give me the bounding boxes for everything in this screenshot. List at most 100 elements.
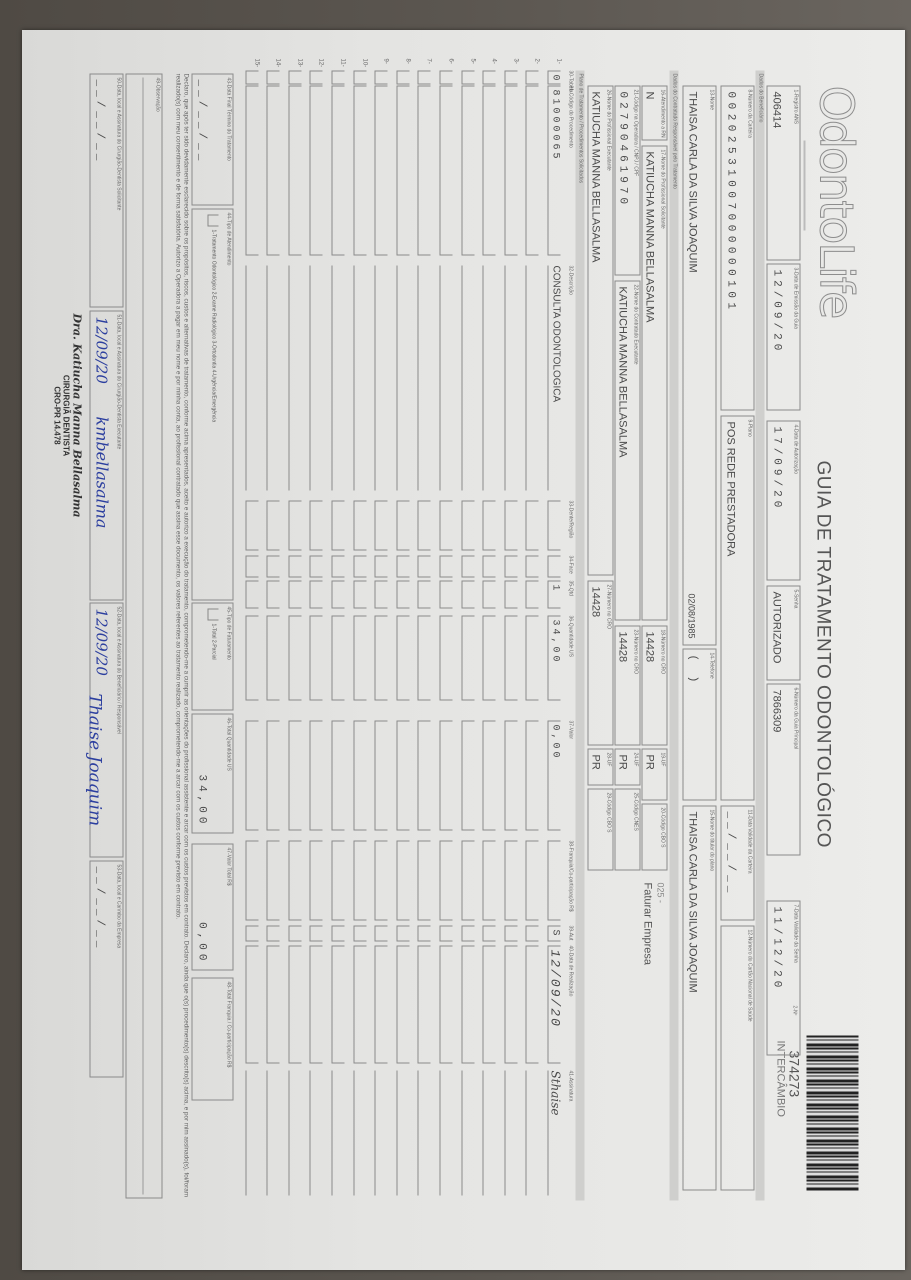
cell-qtd[interactable] <box>287 580 301 608</box>
cell-us[interactable] <box>503 615 517 700</box>
cell-us[interactable] <box>309 615 323 700</box>
cell-franquia[interactable] <box>395 840 409 920</box>
cell-tabela[interactable] <box>266 70 280 84</box>
cell-valor[interactable]: 0,00 <box>547 720 560 830</box>
field-nome-beneficiario[interactable]: 13-Nome THAISA CARLA DA SILVA JOAQUIM 02/0… <box>682 85 716 645</box>
cell-tabela[interactable] <box>352 70 366 84</box>
cell-us[interactable] <box>417 615 431 700</box>
cell-codigo[interactable] <box>395 85 409 255</box>
cell-qtd[interactable]: 1 <box>547 580 560 608</box>
cell-face[interactable] <box>266 555 280 577</box>
cell-face[interactable] <box>439 555 452 577</box>
cell-data[interactable] <box>331 945 344 1063</box>
cell-tabela[interactable] <box>460 70 474 84</box>
cell-valor[interactable] <box>460 720 474 830</box>
cell-dente[interactable] <box>482 500 496 550</box>
cell-codigo[interactable] <box>439 85 452 255</box>
cell-data[interactable] <box>417 945 431 1063</box>
cell-aut[interactable] <box>266 925 280 941</box>
cell-data[interactable] <box>503 945 517 1063</box>
cell-us[interactable] <box>287 615 301 700</box>
cell-us[interactable] <box>266 615 280 700</box>
cell-aut[interactable] <box>482 925 496 941</box>
cell-aut[interactable] <box>309 925 323 941</box>
field-cartao-nacional-saude[interactable]: 12-Número do Cartão Nacional de Saúde <box>720 925 754 1190</box>
cell-tabela[interactable] <box>287 70 301 84</box>
cell-valor[interactable] <box>395 720 409 830</box>
cell-codigo[interactable] <box>266 85 280 255</box>
field-validade-carteira[interactable]: 11-Data Validade da Carteira __/__/__ <box>720 805 754 920</box>
cell-dente[interactable] <box>439 500 452 550</box>
cell-data[interactable] <box>460 945 474 1063</box>
cell-face[interactable] <box>482 555 496 577</box>
field-numero-carteira[interactable]: 8-Número da Carteira 00202531007000000101 <box>720 85 754 410</box>
field-atendimento-rn[interactable]: 16-Atendimento a RN N <box>641 85 667 140</box>
cell-face[interactable] <box>352 555 366 577</box>
cell-valor[interactable] <box>439 720 452 830</box>
cell-us[interactable] <box>352 615 366 700</box>
cell-us[interactable] <box>331 615 344 700</box>
cell-qtd[interactable] <box>439 580 452 608</box>
cell-dente[interactable] <box>374 500 388 550</box>
cell-codigo[interactable] <box>460 85 474 255</box>
cell-aut[interactable] <box>525 925 539 941</box>
cell-tabela[interactable] <box>309 70 323 84</box>
field-profissional-solicitante[interactable]: 17-Nome do Profissional Solicitante KATIU… <box>641 145 667 620</box>
field-carimbo-empresa[interactable]: 53-Data, local e Carimbo da Empresa __/__… <box>89 860 123 1077</box>
cell-codigo[interactable] <box>352 85 366 255</box>
cell-franquia[interactable] <box>417 840 431 920</box>
cell-face[interactable] <box>374 555 388 577</box>
cell-tabela[interactable] <box>331 70 344 84</box>
field-profissional-executante[interactable]: 26-Nome do Profissional Executante KATIUC… <box>587 85 613 575</box>
cell-tabela[interactable] <box>395 70 409 84</box>
checkbox-tipo-atendimento[interactable] <box>207 214 218 226</box>
cell-valor[interactable] <box>287 720 301 830</box>
cell-aut[interactable] <box>352 925 366 941</box>
cell-valor[interactable] <box>503 720 517 830</box>
cell-us[interactable] <box>439 615 452 700</box>
cell-descricao[interactable]: CONSULTA ODONTOLOGICA <box>550 265 561 402</box>
cell-aut[interactable] <box>439 925 452 941</box>
cell-qtd[interactable] <box>352 580 366 608</box>
cell-tabela[interactable] <box>244 70 258 84</box>
cell-valor[interactable] <box>244 720 258 830</box>
field-codigo-operadora[interactable]: 21-Código na Operadora / CNPJ / CPF 02790… <box>614 85 640 275</box>
cell-franquia[interactable] <box>287 840 301 920</box>
cell-franquia[interactable] <box>374 840 388 920</box>
cell-valor[interactable] <box>525 720 539 830</box>
cell-tabela[interactable] <box>417 70 431 84</box>
cell-qtd[interactable] <box>309 580 323 608</box>
cell-codigo[interactable] <box>309 85 323 255</box>
cell-dente[interactable] <box>287 500 301 550</box>
cell-dente[interactable] <box>244 500 258 550</box>
cell-qtd[interactable] <box>417 580 431 608</box>
cell-codigo[interactable] <box>417 85 431 255</box>
cell-data[interactable] <box>482 945 496 1063</box>
field-cro-solicitante[interactable]: 18-Número no CRO 14428 <box>641 625 667 745</box>
cell-data[interactable] <box>309 945 323 1063</box>
cell-valor[interactable] <box>266 720 280 830</box>
cell-franquia[interactable] <box>309 840 323 920</box>
cell-dente[interactable] <box>460 500 474 550</box>
cell-tabela[interactable] <box>439 70 452 84</box>
cell-dente[interactable] <box>503 500 517 550</box>
cell-qtd[interactable] <box>374 580 388 608</box>
cell-franquia[interactable] <box>244 840 258 920</box>
cell-valor[interactable] <box>417 720 431 830</box>
field-nome-titular[interactable]: 15-Nome do titular do plano THAISA CARLA … <box>682 805 716 1190</box>
cell-face[interactable] <box>525 555 539 577</box>
cell-franquia[interactable] <box>331 840 344 920</box>
cell-franquia[interactable] <box>352 840 366 920</box>
cell-franquia[interactable] <box>547 840 560 920</box>
cell-tabela[interactable] <box>503 70 517 84</box>
field-telefone[interactable]: 14-Telefone( ) <box>682 648 716 800</box>
cell-codigo[interactable] <box>503 85 517 255</box>
cell-face[interactable] <box>331 555 344 577</box>
cell-aut[interactable]: S <box>547 925 560 941</box>
cell-dente[interactable] <box>417 500 431 550</box>
cell-qtd[interactable] <box>266 580 280 608</box>
cell-franquia[interactable] <box>525 840 539 920</box>
checkbox-tipo-faturamento[interactable] <box>207 608 218 620</box>
cell-aut[interactable] <box>374 925 388 941</box>
field-assinatura-beneficiario[interactable]: 52-Data, local e Assinatura do Beneficiá… <box>84 602 123 857</box>
